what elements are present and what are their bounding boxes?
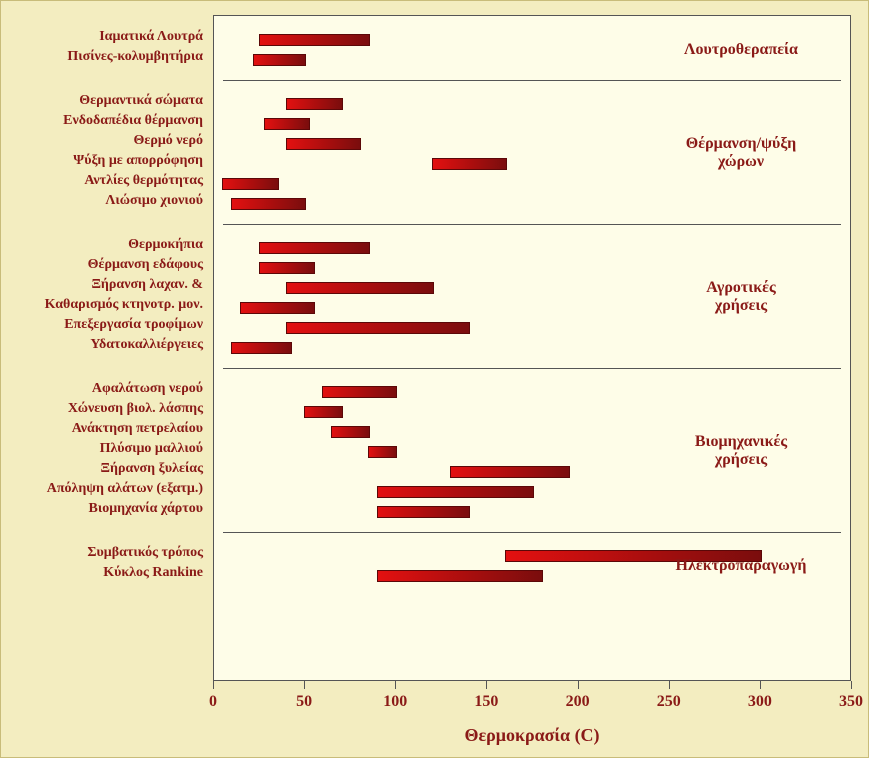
category-label: Βιομηχανικέςχρήσεις: [695, 433, 787, 469]
range-bar: [286, 282, 434, 294]
y-label: Ιαματικά Λουτρά: [99, 29, 203, 45]
y-label: Επεξεργασία τροφίμων: [64, 317, 203, 333]
range-bar: [231, 342, 291, 354]
range-bar: [222, 178, 279, 190]
x-axis-title: Θερμοκρασία (C): [464, 725, 599, 746]
category-label: Αγροτικέςχρήσεις: [706, 279, 775, 315]
x-tick: [669, 681, 670, 689]
group-divider: [223, 224, 841, 225]
x-tick-label: 150: [474, 693, 498, 711]
x-tick-label: 50: [296, 693, 312, 711]
category-label: Λουτροθεραπεία: [684, 41, 798, 59]
range-bar: [377, 506, 470, 518]
y-label: Ανάκτηση πετρελαίου: [72, 421, 203, 437]
x-tick: [304, 681, 305, 689]
range-bar: [286, 98, 343, 110]
x-tick: [395, 681, 396, 689]
range-bar: [259, 262, 316, 274]
range-bar: [304, 406, 342, 418]
y-label: Πλύσιμο μαλλιού: [100, 441, 203, 457]
range-bar: [450, 466, 570, 478]
range-bar: [259, 34, 370, 46]
range-bar: [264, 118, 310, 130]
y-label: Θερμαντικά σώματα: [79, 93, 203, 109]
range-bar: [377, 486, 534, 498]
x-tick-label: 250: [657, 693, 681, 711]
group-divider: [223, 368, 841, 369]
y-label: Θερμό νερό: [133, 133, 203, 149]
y-label: Συμβατικός τρόπος: [87, 545, 203, 561]
x-tick-label: 200: [566, 693, 590, 711]
x-tick: [486, 681, 487, 689]
group-divider: [223, 532, 841, 533]
y-label: Απόληψη αλάτων (εξατμ.): [47, 481, 203, 497]
x-tick-label: 300: [748, 693, 772, 711]
range-bar: [286, 322, 470, 334]
y-label: Ενδοδαπέδια θέρμανση: [63, 113, 203, 129]
y-label: Θέρμανση εδάφους: [88, 257, 203, 273]
x-tick: [578, 681, 579, 689]
category-label: Θέρμανση/ψύξηχώρων: [686, 135, 796, 171]
y-label: Αφαλάτωση νερού: [92, 381, 203, 397]
y-label: Λιώσιμο χιονιού: [105, 193, 203, 209]
y-label: Ψύξη με απορρόφηση: [73, 153, 203, 169]
y-label: Ξήρανση ξυλείας: [101, 461, 203, 477]
range-bar: [253, 54, 306, 66]
range-bar: [231, 198, 306, 210]
x-tick-label: 0: [209, 693, 217, 711]
y-label: Καθαρισμός κτηνοτρ. μον.: [45, 297, 203, 313]
range-bar: [432, 158, 507, 170]
range-bar: [259, 242, 370, 254]
x-tick: [760, 681, 761, 689]
range-bar: [377, 570, 543, 582]
group-divider: [223, 80, 841, 81]
x-tick-label: 100: [383, 693, 407, 711]
x-tick-label: 350: [839, 693, 863, 711]
range-bar: [286, 138, 361, 150]
y-label: Υδατοκαλλιέργειες: [90, 337, 203, 353]
y-label: Ξήρανση λαχαν. &: [91, 277, 203, 293]
y-label: Χώνευση βιολ. λάσπης: [68, 401, 203, 417]
range-bar: [322, 386, 397, 398]
range-bar: [240, 302, 315, 314]
y-label: Πισίνες-κολυμβητήρια: [67, 49, 203, 65]
range-bar: [368, 446, 397, 458]
y-label: Αντλίες θερμότητας: [84, 173, 203, 189]
range-bar: [331, 426, 369, 438]
y-label: Θερμοκήπια: [128, 237, 203, 253]
category-label: Ηλεκτροπαραγωγή: [676, 557, 807, 575]
y-label: Βιομηχανία χάρτου: [89, 501, 203, 517]
y-label: Κύκλος Rankine: [103, 565, 203, 581]
x-tick: [213, 681, 214, 689]
chart-container: 0 50 100 150 200 250 300 350 Ιαματικά Λουτρά Πισί…: [0, 0, 869, 758]
x-tick: [851, 681, 852, 689]
